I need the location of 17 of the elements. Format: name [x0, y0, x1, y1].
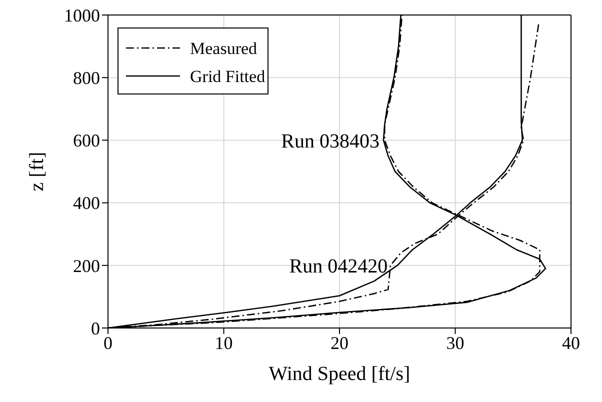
y-tick-label: 1000 [64, 5, 100, 26]
y-tick-label: 200 [73, 256, 100, 276]
x-axis-title: Wind Speed [ft/s] [268, 363, 410, 385]
x-tick-label: 10 [214, 332, 233, 353]
y-tick-label: 800 [73, 68, 100, 88]
x-tick-label: 20 [330, 332, 348, 353]
y-tick-label: 0 [91, 318, 100, 338]
y-axis-title: z [ft] [26, 152, 48, 192]
x-tick-label: 0 [104, 332, 112, 353]
y-tick-label: 400 [73, 193, 100, 214]
y-tick-label: 600 [73, 130, 100, 151]
x-tick-label: 30 [446, 332, 464, 353]
legend-label: Grid Fitted [190, 67, 266, 86]
annotation: Run 042420 [289, 256, 388, 278]
x-tick-label: 40 [562, 332, 580, 353]
annotation: Run 038403 [281, 130, 380, 152]
legend-label: Measured [190, 39, 258, 58]
